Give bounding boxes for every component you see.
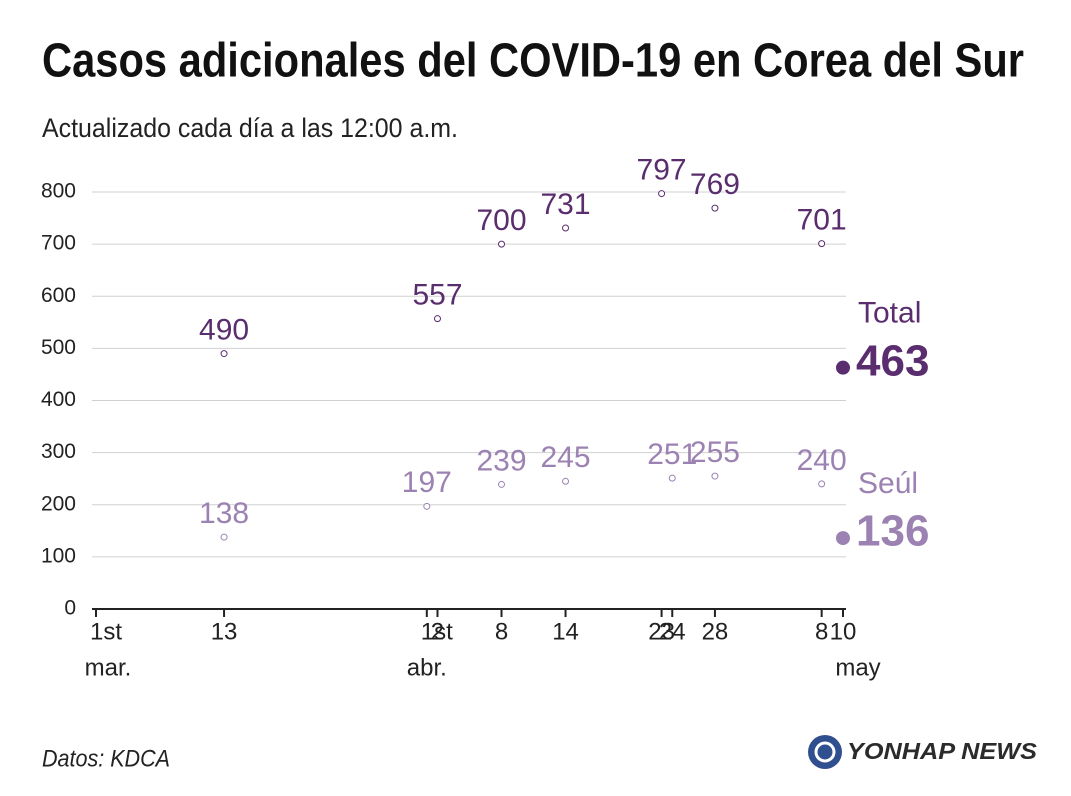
point-marker bbox=[562, 477, 570, 485]
data-label: 557 bbox=[412, 279, 462, 312]
logo: YONHAP NEWS bbox=[808, 735, 1038, 769]
data-label: 245 bbox=[541, 441, 591, 474]
y-tick-label: 300 bbox=[41, 440, 76, 463]
point-marker bbox=[433, 315, 441, 323]
y-tick-label: 100 bbox=[41, 544, 76, 567]
data-label: 701 bbox=[797, 204, 847, 237]
end-marker bbox=[836, 531, 850, 546]
data-label: 197 bbox=[402, 466, 452, 499]
point-marker bbox=[562, 224, 570, 232]
point-marker bbox=[423, 502, 431, 510]
x-tick-label: 10 bbox=[830, 618, 857, 645]
data-label: 769 bbox=[690, 168, 740, 201]
x-month-label: may bbox=[835, 654, 880, 681]
x-tick-label: 24 bbox=[659, 618, 686, 645]
x-tick-label: 8 bbox=[815, 618, 828, 645]
x-tick-label: 2 bbox=[431, 618, 444, 645]
x-tick-label: 14 bbox=[552, 618, 579, 645]
y-tick-label: 600 bbox=[41, 284, 76, 307]
point-marker bbox=[220, 350, 228, 358]
end-label: 136 bbox=[856, 507, 929, 556]
chart-title: Casos adicionales del COVID-19 en Corea … bbox=[42, 35, 1024, 88]
x-month-label: abr. bbox=[407, 654, 447, 681]
y-tick-label: 500 bbox=[41, 336, 76, 359]
data-label: 700 bbox=[476, 204, 526, 237]
data-label: 255 bbox=[690, 436, 740, 469]
point-marker bbox=[498, 480, 506, 488]
x-tick-label: 23 bbox=[648, 618, 675, 645]
data-label: 240 bbox=[797, 444, 847, 477]
point-marker bbox=[711, 204, 719, 212]
data-label: 797 bbox=[637, 153, 687, 186]
chart-subtitle: Actualizado cada día a las 12:00 a.m. bbox=[42, 113, 458, 143]
point-marker bbox=[220, 533, 228, 541]
y-tick-label: 700 bbox=[41, 232, 76, 255]
end-label: 463 bbox=[856, 336, 929, 385]
logo-icon bbox=[808, 735, 842, 769]
data-label: 251 bbox=[647, 438, 697, 471]
point-marker bbox=[668, 474, 676, 482]
data-label: 138 bbox=[199, 497, 249, 530]
x-tick-label: 1st bbox=[421, 618, 453, 645]
x-month-label: mar. bbox=[85, 654, 132, 681]
legend-label: Seúl bbox=[858, 467, 918, 500]
data-label: 731 bbox=[541, 188, 591, 221]
y-tick-label: 400 bbox=[41, 388, 76, 411]
data-label: 490 bbox=[199, 314, 249, 347]
x-tick-label: 8 bbox=[495, 618, 508, 645]
end-marker bbox=[836, 360, 850, 375]
point-marker bbox=[498, 240, 506, 248]
logo-text: YONHAP NEWS bbox=[847, 738, 1038, 764]
point-marker bbox=[818, 240, 826, 248]
x-tick-label: 13 bbox=[211, 618, 238, 645]
x-tick-label: 28 bbox=[702, 618, 729, 645]
y-tick-label: 800 bbox=[41, 180, 76, 203]
logo-icon-ring bbox=[814, 741, 836, 763]
x-tick-label: 1st bbox=[90, 618, 122, 645]
point-marker bbox=[818, 480, 826, 488]
y-tick-label: 200 bbox=[41, 492, 76, 515]
legend-label: Total bbox=[858, 297, 921, 330]
point-marker bbox=[711, 472, 719, 480]
source: Datos: KDCA bbox=[42, 745, 170, 772]
y-tick-label: 0 bbox=[64, 597, 76, 620]
point-marker bbox=[658, 190, 666, 198]
data-label: 239 bbox=[476, 444, 526, 477]
